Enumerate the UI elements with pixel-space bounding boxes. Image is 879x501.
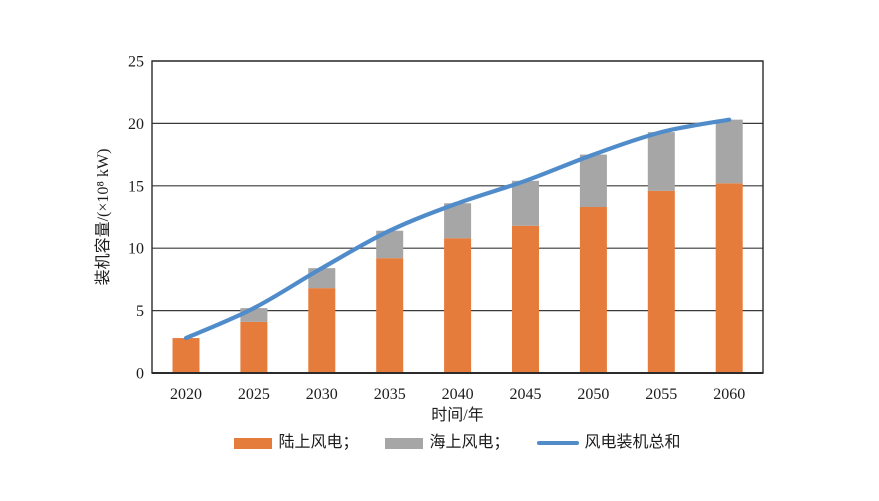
legend-label-onshore: 陆上风电； [278,434,359,451]
x-tick-label-2020: 2020 [170,386,202,403]
x-tick-label-2025: 2025 [238,386,270,403]
onshore-swatch-icon [234,437,273,449]
x-tick-label-2040: 2040 [442,386,474,403]
y-tick-label-5: 5 [136,303,144,320]
bar-segment-陆上风电-2020 [172,338,200,373]
total-line-风电装机总和 [183,117,732,341]
x-tick-label-2035: 2035 [374,386,406,403]
bar-segment-陆上风电-2055 [647,190,675,373]
bar-segment-陆上风电-2045 [512,225,539,373]
y-axis-title: 装机容量/(×10⁸ kW) [94,149,112,286]
x-axis-title: 时间/年 [431,406,483,424]
y-tick-label-25: 25 [128,54,144,71]
bar-segment-陆上风电-2025 [240,321,268,373]
bar-segment-陆上风电-2040 [444,238,472,373]
legend-item-total: 风电装机总和 [536,434,681,451]
bar-segment-海上风电-2060 [715,119,743,184]
offshore-swatch-icon [385,437,424,449]
x-tick-label-2045: 2045 [510,386,542,403]
y-tick-label-15: 15 [128,178,144,195]
total-line-swatch-icon [536,441,579,445]
y-tick-label-20: 20 [128,116,144,133]
legend-item-onshore: 陆上风电； [234,435,358,451]
x-tick-label-2050: 2050 [577,386,609,403]
legend-item-offshore: 海上风电； [385,434,510,451]
x-tick-label-2030: 2030 [306,386,338,403]
bar-segment-海上风电-2030 [308,268,336,289]
bar-segment-海上风电-2050 [579,154,607,208]
x-tick-label-2060: 2060 [713,386,745,403]
bar-segment-海上风电-2045 [512,180,539,226]
x-tick-label-2055: 2055 [645,386,677,403]
y-tick-label-0: 0 [136,366,144,383]
chart-legend: 陆上风电； 海上风电； 风电装机总和 [152,430,763,456]
bar-segment-陆上风电-2060 [715,183,743,373]
y-tick-label-10: 10 [128,241,144,258]
bar-segment-海上风电-2055 [647,132,675,191]
legend-label-total: 风电装机总和 [584,434,681,451]
bar-segment-陆上风电-2030 [308,288,336,373]
bar-segment-海上风电-2040 [444,203,472,239]
bar-segment-陆上风电-2035 [376,258,404,373]
legend-label-offshore: 海上风电； [429,434,510,451]
bar-segment-陆上风电-2050 [579,207,607,373]
